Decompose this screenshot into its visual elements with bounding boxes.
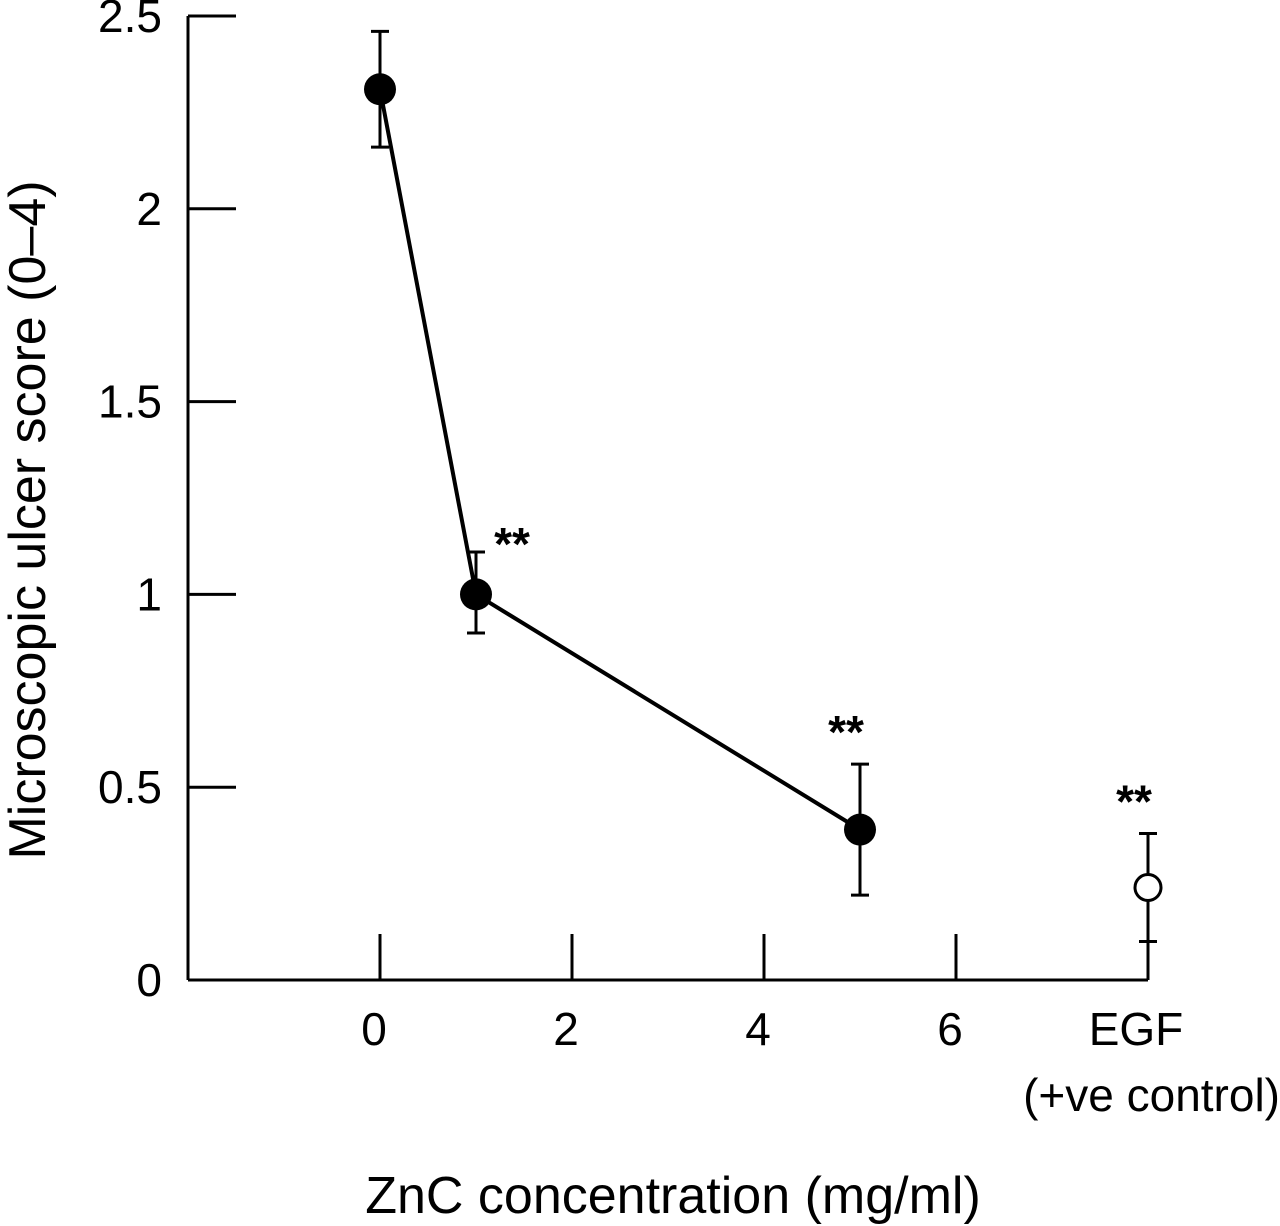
series-1-annotation-0: **	[1116, 775, 1152, 827]
series-0-point-2	[844, 813, 876, 846]
x-tick-label-egf: EGF	[1089, 1003, 1184, 1055]
series-layer: ** ** **	[364, 29, 1163, 943]
series-0-line	[378, 88, 862, 832]
x-axis-title: ZnC concentration (mg/ml)	[365, 1167, 981, 1225]
x-tick-label-1: 2	[553, 1003, 579, 1055]
y-tick-label-5: 2.5	[98, 0, 162, 42]
x-tick-label-3: 6	[937, 1003, 963, 1055]
series-0-point-1	[460, 578, 492, 611]
y-tick-label-0: 0	[136, 954, 162, 1006]
y-tick-label-3: 1.5	[98, 376, 162, 428]
x-tick-label-2: 4	[745, 1003, 771, 1055]
x-tick-label-0: 0	[361, 1003, 387, 1055]
y-ticks: 0 0.5 1 1.5 2 2.5	[98, 0, 236, 1006]
x-tick-label-egf-note: (+ve control)	[1023, 1069, 1280, 1121]
y-tick-label-1: 0.5	[98, 761, 162, 813]
series-1-point-0	[1133, 872, 1163, 902]
y-tick-label-2: 1	[136, 568, 162, 620]
series-0-annotation-1: **	[494, 518, 530, 570]
x-ticks: 0 2 4 6	[361, 934, 1150, 1055]
axes	[186, 16, 1148, 982]
series-0-point-0	[364, 73, 396, 106]
y-tick-label-4: 2	[136, 183, 162, 235]
series-0-annotation-2: **	[828, 706, 864, 758]
y-axis-title: Microscopic ulcer score (0–4)	[0, 180, 57, 859]
